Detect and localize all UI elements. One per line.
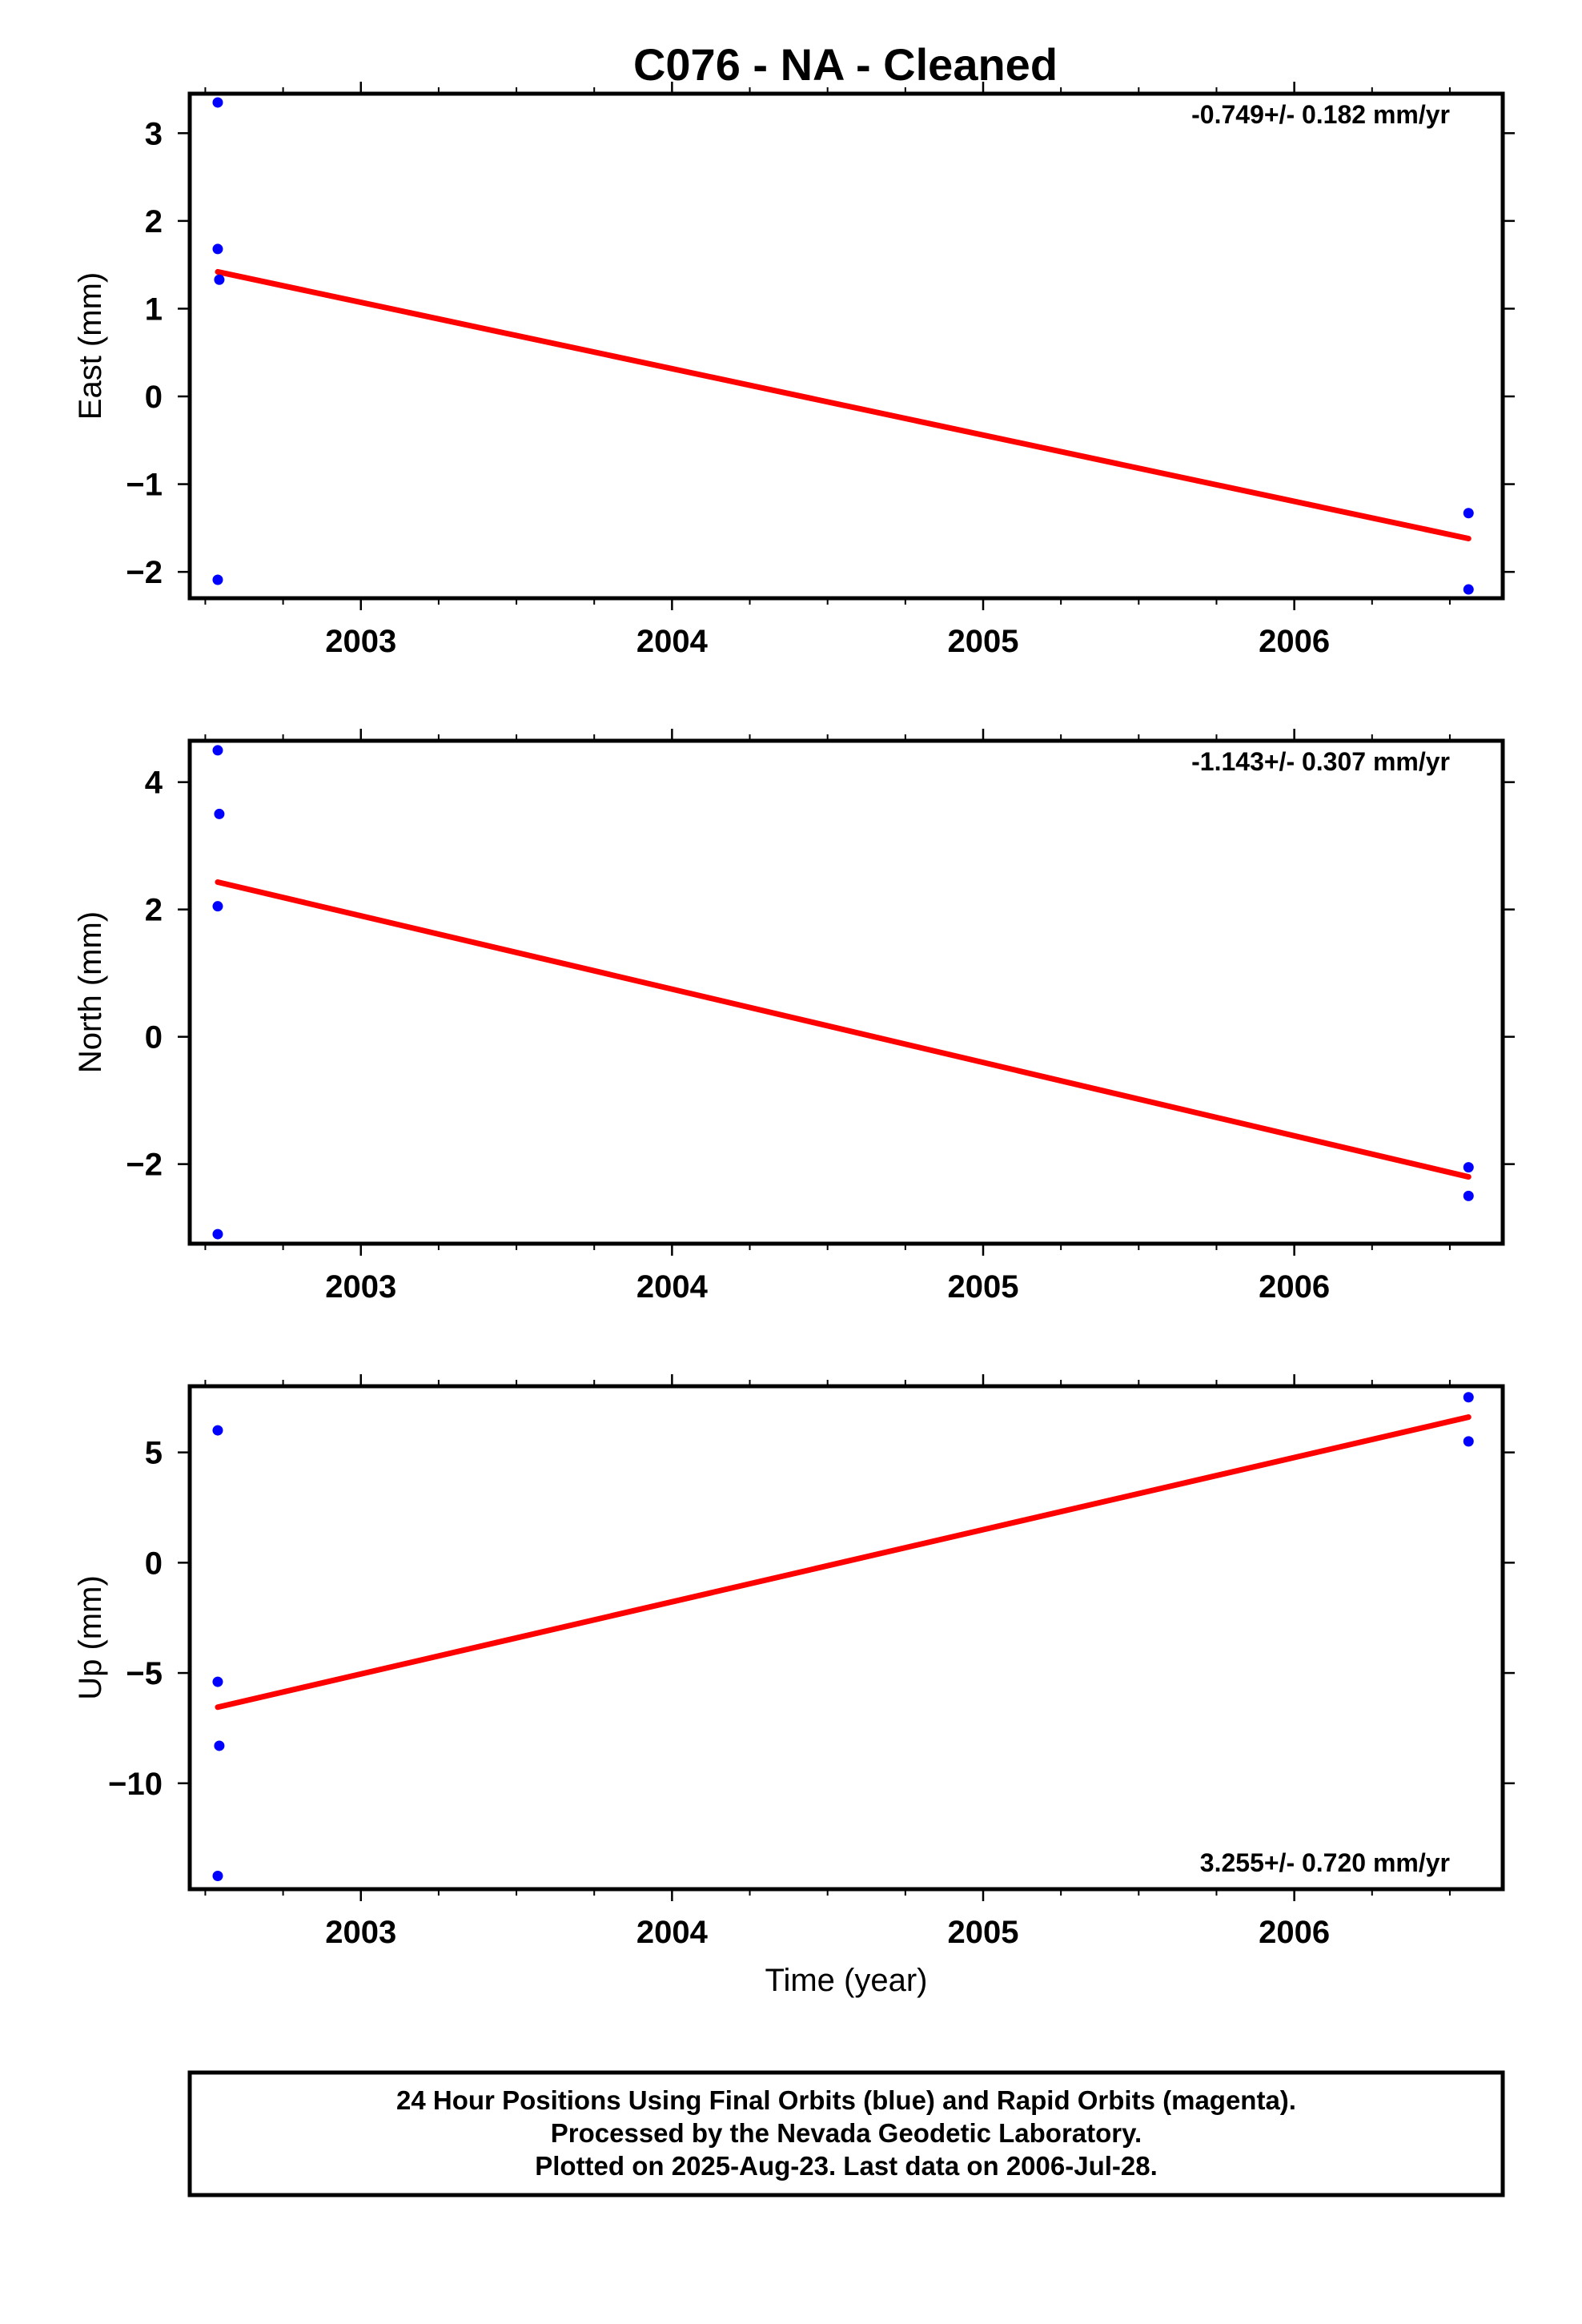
trend-line — [215, 1414, 1472, 1711]
y-tick-label: 0 — [145, 1546, 163, 1581]
data-point — [212, 97, 223, 108]
data-point — [212, 1676, 223, 1687]
y-tick-label: 1 — [145, 292, 163, 327]
data-point — [1463, 508, 1474, 519]
data-point — [212, 574, 223, 585]
y-tick-label: −1 — [126, 468, 163, 503]
x-tick-label: 2004 — [636, 1269, 709, 1305]
data-point — [1463, 1436, 1474, 1447]
data-point — [1463, 584, 1474, 595]
panel-2: 2003 2004 2005 2006 −2 0 2 4 North (mm) -1.143+/-… — [73, 729, 1515, 1305]
footer-line-1: 24 Hour Positions Using Final Orbits (bl… — [396, 2085, 1296, 2115]
figure-title: C076 - NA - Cleaned — [633, 39, 1058, 90]
x-tick-label: 2005 — [948, 624, 1019, 659]
data-point — [214, 274, 225, 285]
plot-frame — [187, 738, 1505, 1246]
x-tick-label: 2006 — [1259, 1915, 1330, 1950]
y-tick-label: −5 — [126, 1656, 163, 1691]
x-tick-label: 2003 — [325, 1915, 396, 1950]
y-axis-label: Up (mm) — [73, 1575, 108, 1700]
x-tick-label: 2004 — [636, 624, 709, 659]
y-tick-label: 5 — [145, 1436, 163, 1471]
data-point — [212, 1228, 223, 1240]
y-tick-label: 2 — [145, 893, 163, 928]
footer-line-2: Processed by the Nevada Geodetic Laborat… — [551, 2118, 1142, 2148]
footer-frame — [187, 2070, 1505, 2197]
y-tick-label: 0 — [145, 1020, 163, 1055]
y-tick-label: −2 — [126, 1148, 163, 1183]
x-tick-label: 2005 — [948, 1915, 1019, 1950]
y-tick-label: 4 — [145, 766, 163, 801]
y-axis-label: East (mm) — [73, 272, 108, 420]
x-tick-label: 2006 — [1259, 624, 1330, 659]
y-tick-label: −10 — [108, 1767, 163, 1802]
trend-line — [215, 879, 1472, 1180]
data-point — [212, 1425, 223, 1436]
y-tick-label: 0 — [145, 380, 163, 415]
y-tick-label: −2 — [126, 555, 163, 590]
data-point — [214, 1740, 225, 1751]
rate-label: -1.143+/- 0.307 mm/yr — [1191, 747, 1450, 776]
y-axis-label: North (mm) — [73, 911, 108, 1073]
data-point — [1463, 1190, 1474, 1201]
footer-line-3: Plotted on 2025-Aug-23. Last data on 200… — [535, 2151, 1158, 2181]
trend-line — [215, 268, 1472, 541]
data-point — [212, 745, 223, 756]
y-tick-label: 2 — [145, 204, 163, 239]
panel-1: 2003 2004 2005 2006 −2 −1 0 1 2 3 East (mm) -0.749+… — [73, 82, 1515, 659]
y-tick-label: 3 — [145, 116, 163, 151]
data-point — [212, 1870, 223, 1881]
x-tick-label: 2003 — [325, 624, 396, 659]
panel-3: 2003 2004 2005 2006 −10 −5 0 5 Up (mm) Time (year… — [73, 1374, 1515, 1998]
data-point — [1463, 1162, 1474, 1173]
x-tick-label: 2006 — [1259, 1269, 1330, 1305]
data-point — [1463, 1392, 1474, 1403]
footer-box: 24 Hour Positions Using Final Orbits (bl… — [187, 2070, 1505, 2197]
x-tick-label: 2005 — [948, 1269, 1019, 1305]
x-tick-label: 2003 — [325, 1269, 396, 1305]
plot-frame — [187, 91, 1505, 601]
rate-label: -0.749+/- 0.182 mm/yr — [1191, 100, 1450, 129]
data-point — [212, 901, 223, 912]
x-axis-label: Time (year) — [765, 1963, 928, 1998]
data-point — [214, 808, 225, 819]
data-point — [212, 243, 223, 255]
plot-frame — [187, 1384, 1505, 1892]
x-tick-label: 2004 — [636, 1915, 709, 1950]
rate-label: 3.255+/- 0.720 mm/yr — [1200, 1848, 1450, 1877]
